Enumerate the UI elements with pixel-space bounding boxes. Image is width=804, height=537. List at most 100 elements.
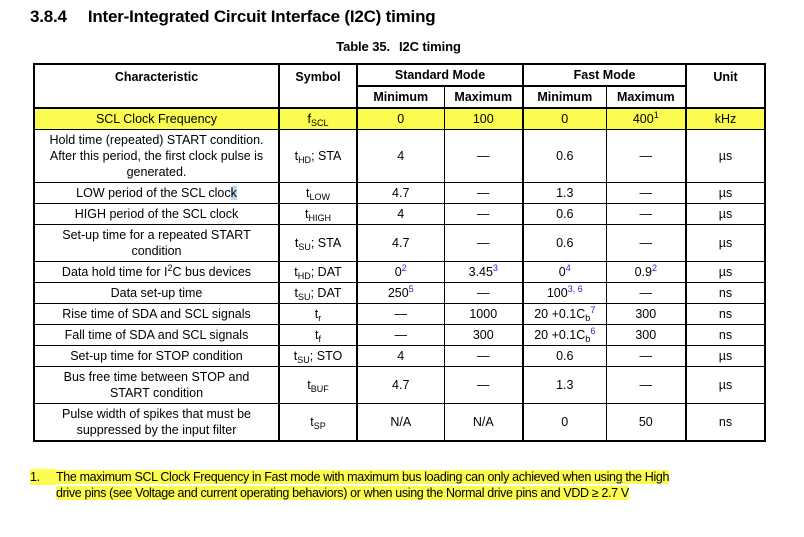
header-characteristic: Characteristic — [33, 63, 280, 109]
table-caption: Table 35. I2C timing — [33, 39, 764, 54]
cell-unit: ns — [685, 303, 766, 325]
cell-unit: µs — [685, 182, 766, 204]
cell-symbol: tHD; DAT — [278, 261, 358, 283]
header-row-minmax: Minimum Maximum Minimum Maximum — [34, 85, 765, 109]
table-row: Rise time of SDA and SCL signals tr —1000 2… — [33, 303, 766, 325]
cell-symbol: tBUF — [278, 366, 358, 404]
cell-characteristic: Pulse width of spikes that must be suppre… — [33, 403, 280, 442]
section-number: 3.8.4 — [30, 7, 67, 26]
cell-characteristic: Set-up time for STOP condition — [33, 345, 280, 367]
cell-std-min: 2505 — [356, 282, 445, 304]
cell-fast-max: — — [605, 224, 687, 262]
header-standard-maximum: Maximum — [443, 85, 524, 109]
cell-std-max: 1000 — [443, 303, 524, 325]
cell-unit: µs — [685, 203, 766, 225]
cell-fast-min: 0.6 — [522, 224, 607, 262]
cell-symbol: tSU; DAT — [278, 282, 358, 304]
cell-std-max: — — [443, 282, 524, 304]
table-row: Set-up time for STOP condition tSU; STO 4 —… — [33, 345, 766, 367]
table-row: HIGH period of the SCL clock tHIGH 4—0.6— µ… — [33, 203, 766, 225]
footnote-ref-link[interactable]: 3, 6 — [567, 284, 583, 294]
i2c-table-body: SCL Clock Frequency fSCL 0 100 0 4001 kHz Hold … — [33, 107, 766, 442]
cell-std-min: — — [356, 324, 445, 346]
cell-characteristic: Data set-up time — [33, 282, 280, 304]
cell-fast-min: 1003, 6 — [522, 282, 607, 304]
section-heading: 3.8.4 Inter-Integrated Circuit Interface… — [30, 7, 804, 27]
table-header: Characteristic Symbol Standard Mode Fast… — [33, 63, 766, 109]
cell-std-min: — — [356, 303, 445, 325]
header-row-groups: Characteristic Symbol Standard Mode Fast… — [33, 63, 766, 109]
cell-characteristic: SCL Clock Frequency — [33, 107, 280, 130]
cell-symbol: tSU; STO — [278, 345, 358, 367]
cell-characteristic: Rise time of SDA and SCL signals — [33, 303, 280, 325]
header-standard-minimum: Minimum — [356, 85, 445, 109]
cell-std-max: — — [443, 129, 524, 183]
footnote-ref-link[interactable]: 5 — [408, 284, 414, 294]
table-row: Bus free time between STOP and START cond… — [33, 366, 766, 404]
cell-std-min: N/A — [356, 403, 445, 442]
cell-std-min: 4 — [356, 203, 445, 225]
cell-std-max: 3.453 — [443, 261, 524, 283]
cell-unit: µs — [685, 261, 766, 283]
cell-fast-min: 0 — [522, 107, 607, 130]
cell-fast-max: — — [605, 366, 687, 404]
cell-fast-max: — — [605, 282, 687, 304]
cell-symbol: tf — [278, 324, 358, 346]
header-fast-mode: Fast Mode — [522, 63, 687, 87]
cell-unit: ns — [685, 403, 766, 442]
footnote-ref-link[interactable]: 6 — [590, 326, 596, 336]
cell-std-max: — — [443, 224, 524, 262]
table-row: Data hold time for I2C bus devices tHD; D… — [33, 261, 766, 283]
cell-characteristic: Fall time of SDA and SCL signals — [33, 324, 280, 346]
footnote-ref-link[interactable]: 7 — [590, 305, 596, 315]
cell-std-min: 4.7 — [356, 182, 445, 204]
cell-characteristic: Hold time (repeated) START condition. Aft… — [33, 129, 280, 183]
cell-characteristic: Set-up time for a repeated START conditio… — [33, 224, 280, 262]
cell-characteristic: Data hold time for I2C bus devices — [33, 261, 280, 283]
cell-std-max: — — [443, 366, 524, 404]
cell-fast-min: 1.3 — [522, 366, 607, 404]
cell-std-max: N/A — [443, 403, 524, 442]
text-selection-artifact: k — [230, 186, 237, 200]
cell-std-min: 4.7 — [356, 224, 445, 262]
cell-fast-min: 04 — [522, 261, 607, 283]
i2c-timing-table: Characteristic Symbol Standard Mode Fast… — [33, 63, 767, 442]
footnote-line: drive pins (see Voltage and current oper… — [56, 486, 629, 500]
footnote-ref-link[interactable]: 4 — [565, 263, 571, 273]
cell-std-max: 300 — [443, 324, 524, 346]
footnote-ref-link[interactable]: 2 — [651, 263, 657, 273]
cell-fast-max: — — [605, 345, 687, 367]
cell-characteristic: LOW period of the SCL clock — [33, 182, 280, 204]
cell-std-min: 4 — [356, 129, 445, 183]
datasheet-page: { "page": { "heading_number": "3.8.4", "… — [0, 7, 804, 537]
cell-fast-max: 300 — [605, 324, 687, 346]
cell-symbol: tHIGH — [278, 203, 358, 225]
cell-fast-max: 4001 — [605, 107, 687, 130]
cell-unit: µs — [685, 366, 766, 404]
cell-std-max: — — [443, 203, 524, 225]
footnote-ref-link[interactable]: 2 — [401, 263, 407, 273]
table-row: Data set-up time tSU; DAT 2505—1003, 6— ns — [33, 282, 766, 304]
cell-fast-max: — — [605, 129, 687, 183]
cell-unit: µs — [685, 129, 766, 183]
cell-std-min: 4 — [356, 345, 445, 367]
cell-std-min: 0 — [356, 107, 445, 130]
footnote-number: 1. — [30, 469, 56, 485]
table-caption-label: Table 35. — [336, 39, 390, 54]
cell-unit: ns — [685, 282, 766, 304]
footnote-line: The maximum SCL Clock Frequency in Fast … — [56, 470, 670, 484]
table-row: LOW period of the SCL clock tLOW 4.7—1.3— µ… — [33, 182, 766, 204]
header-fast-maximum: Maximum — [605, 85, 687, 109]
cell-unit: µs — [685, 345, 766, 367]
cell-fast-max: 0.92 — [605, 261, 687, 283]
cell-symbol: tr — [278, 303, 358, 325]
table-caption-title: I2C timing — [398, 39, 461, 54]
footnote-ref-link[interactable]: 3 — [492, 263, 498, 273]
cell-symbol: tLOW — [278, 182, 358, 204]
cell-symbol: tSP — [278, 403, 358, 442]
table-row: SCL Clock Frequency fSCL 0 100 0 4001 kHz — [33, 107, 766, 130]
cell-characteristic: HIGH period of the SCL clock — [33, 203, 280, 225]
cell-symbol: fSCL — [278, 107, 358, 130]
cell-fast-min: 0.6 — [522, 345, 607, 367]
section-title: Inter-Integrated Circuit Interface (I2C)… — [87, 7, 436, 26]
